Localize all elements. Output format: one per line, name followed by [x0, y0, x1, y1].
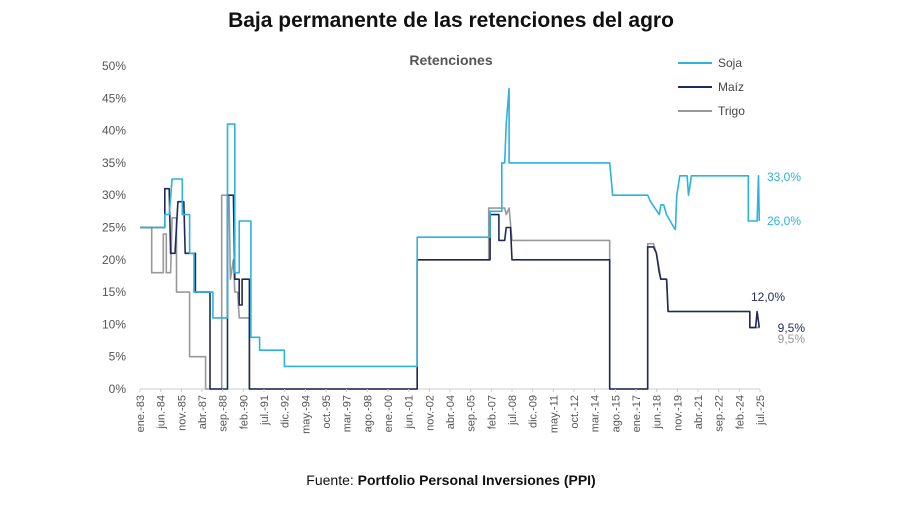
x-tick-label: abr.-87: [197, 395, 209, 429]
x-tick-label: jul.-25: [755, 395, 767, 426]
y-tick-label: 40%: [102, 124, 126, 138]
x-tick-label: jul.-08: [507, 395, 519, 426]
y-tick-label: 25%: [102, 221, 126, 235]
x-tick-label: oct.-12: [569, 395, 581, 429]
end-value-label: 26,0%: [767, 214, 801, 228]
x-tick-label: may.-11: [548, 395, 560, 433]
x-tick-label: abr.-04: [445, 395, 457, 429]
legend-label: Soja: [718, 56, 742, 70]
legend: Soja Maíz Trigo: [678, 56, 745, 118]
y-tick-label: 15%: [102, 285, 126, 299]
y-tick-label: 0%: [109, 382, 127, 396]
x-tick-label: jun.-18: [652, 395, 664, 430]
chart-title: Baja permanente de las retenciones del a…: [228, 9, 674, 32]
x-tick-label: ago.-98: [362, 395, 374, 432]
x-tick-label: feb.-24: [734, 395, 746, 429]
y-tick-label: 5%: [109, 350, 127, 364]
x-tick-label: jul.-91: [259, 395, 271, 426]
x-tick-label: jun.-01: [404, 395, 416, 430]
y-tick-label: 35%: [102, 156, 126, 170]
x-tick-label: nov.-02: [424, 395, 436, 431]
legend-label: Trigo: [718, 104, 745, 118]
series-line-maiz: [140, 187, 761, 390]
x-tick-label: sep.-22: [714, 395, 726, 432]
end-value-label: 9,5%: [778, 321, 806, 335]
x-tick-label: mar.-14: [590, 395, 602, 432]
end-value-label: 33,0%: [767, 170, 801, 184]
x-tick-label: nov.-85: [176, 395, 188, 431]
series-lines: [140, 87, 761, 390]
chart-subtitle: Retenciones: [409, 52, 492, 68]
y-tick-label: 50%: [102, 59, 126, 73]
y-axis-labels: 0% 5% 10% 15% 20% 25% 30% 35% 40% 45% 50%: [102, 59, 126, 396]
x-tick-label: ene.-00: [383, 395, 395, 432]
x-tick-label: mar.-97: [342, 395, 354, 432]
x-tick-label: jun.-84: [156, 395, 168, 430]
x-tick-label: dic.-09: [528, 395, 540, 428]
end-value-label: 9,5%: [778, 332, 806, 346]
y-tick-label: 45%: [102, 91, 126, 105]
y-tick-label: 30%: [102, 188, 126, 202]
source-prefix: Fuente:: [306, 472, 357, 488]
x-tick-label: sep.-05: [466, 395, 478, 432]
x-tick-label: abr.-21: [693, 395, 705, 429]
x-tick-label: ene.-17: [631, 395, 643, 432]
series-line-soja: [140, 87, 761, 368]
end-value-label: 12,0%: [751, 290, 785, 304]
y-tick-label: 10%: [102, 317, 126, 331]
x-tick-label: feb.-07: [486, 395, 498, 429]
legend-label: Maíz: [718, 80, 744, 94]
source-note: Fuente: Portfolio Personal Inversiones (…: [306, 472, 595, 488]
end-labels: 33,0% 26,0% 12,0% 9,5%9,5%: [751, 170, 805, 346]
source-name: Portfolio Personal Inversiones (PPI): [358, 472, 596, 488]
x-tick-label: dic.-92: [280, 395, 292, 428]
x-tick-label: feb.-90: [238, 395, 250, 429]
x-tick-label: oct.-95: [321, 395, 333, 429]
x-tick-label: may.-94: [300, 395, 312, 434]
x-tick-label: ago.-15: [610, 395, 622, 432]
y-tick-label: 20%: [102, 253, 126, 267]
x-tick-label: sep.-88: [218, 395, 230, 432]
x-axis-labels: ene.-83 jun.-84 nov.-85 abr.-87 sep.-88 feb.-…: [135, 389, 767, 434]
x-tick-label: nov.-19: [672, 395, 684, 431]
x-tick-label: ene.-83: [135, 395, 147, 432]
